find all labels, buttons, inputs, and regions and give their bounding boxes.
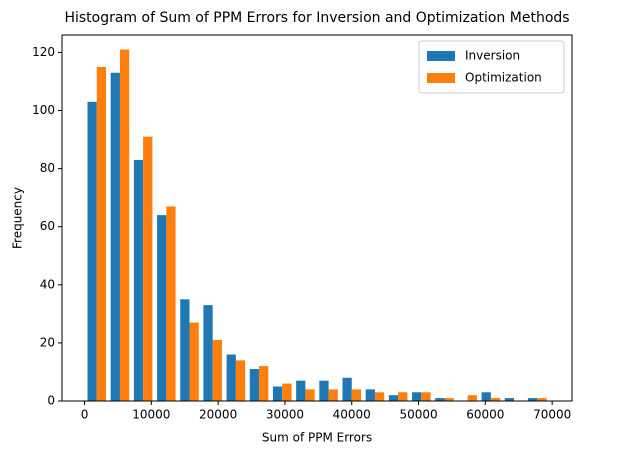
y-tick-label: 120 <box>32 45 55 59</box>
bar <box>421 392 431 401</box>
bar <box>319 380 329 401</box>
legend-label: Inversion <box>465 49 520 63</box>
bar <box>374 392 385 401</box>
x-tick-label: 10000 <box>132 408 170 422</box>
bar <box>388 395 399 401</box>
legend-label: Optimization <box>465 71 542 85</box>
x-tick-label: 40000 <box>333 408 371 422</box>
bar <box>296 380 306 401</box>
legend-swatch <box>427 73 455 83</box>
legend-frame <box>418 40 565 94</box>
bar <box>467 395 477 401</box>
bar <box>249 369 260 401</box>
y-tick-label: 60 <box>40 219 55 233</box>
bar <box>282 383 292 401</box>
bar <box>435 398 445 401</box>
x-tick-label: 20000 <box>199 408 237 422</box>
bar <box>119 49 130 402</box>
x-tick-label: 0 <box>81 408 89 422</box>
x-axis-label: Sum of PPM Errors <box>262 431 372 445</box>
bar <box>87 101 97 402</box>
plot-frame <box>61 34 573 402</box>
bar <box>212 340 222 401</box>
legend: Inversion Optimization <box>418 40 565 94</box>
bar <box>328 389 338 401</box>
bar <box>203 305 213 401</box>
bar <box>157 215 167 401</box>
bar <box>342 377 352 401</box>
bar <box>365 389 375 401</box>
bar <box>481 392 491 401</box>
bar <box>527 398 538 401</box>
bar <box>96 66 107 401</box>
bar <box>143 136 153 401</box>
bar <box>259 366 269 401</box>
bar <box>398 392 408 401</box>
bar <box>180 299 190 401</box>
y-axis-label: Frequency <box>11 187 25 249</box>
bar <box>110 72 120 401</box>
bar <box>490 398 501 401</box>
bar <box>537 398 547 401</box>
x-tick-label: 30000 <box>266 408 304 422</box>
bar <box>166 206 176 401</box>
y-tick-label: 100 <box>32 103 55 117</box>
x-tick-label: 50000 <box>399 408 437 422</box>
x-tick-label: 70000 <box>533 408 571 422</box>
chart-title: Histogram of Sum of PPM Errors for Inver… <box>64 10 569 26</box>
y-tick-label: 80 <box>40 161 55 175</box>
y-tick-label: 40 <box>40 277 55 291</box>
bar <box>351 389 362 401</box>
y-tick-label: 20 <box>40 335 55 349</box>
x-tick-label: 60000 <box>466 408 504 422</box>
bar <box>444 398 454 401</box>
bar <box>235 360 246 401</box>
bar <box>133 159 144 401</box>
bar <box>412 392 422 401</box>
bar <box>504 398 515 401</box>
bar <box>226 354 236 401</box>
bar <box>272 386 283 401</box>
y-tick-label: 0 <box>47 394 55 408</box>
legend-swatch <box>427 51 455 61</box>
bar <box>189 322 199 401</box>
bar <box>305 389 315 401</box>
